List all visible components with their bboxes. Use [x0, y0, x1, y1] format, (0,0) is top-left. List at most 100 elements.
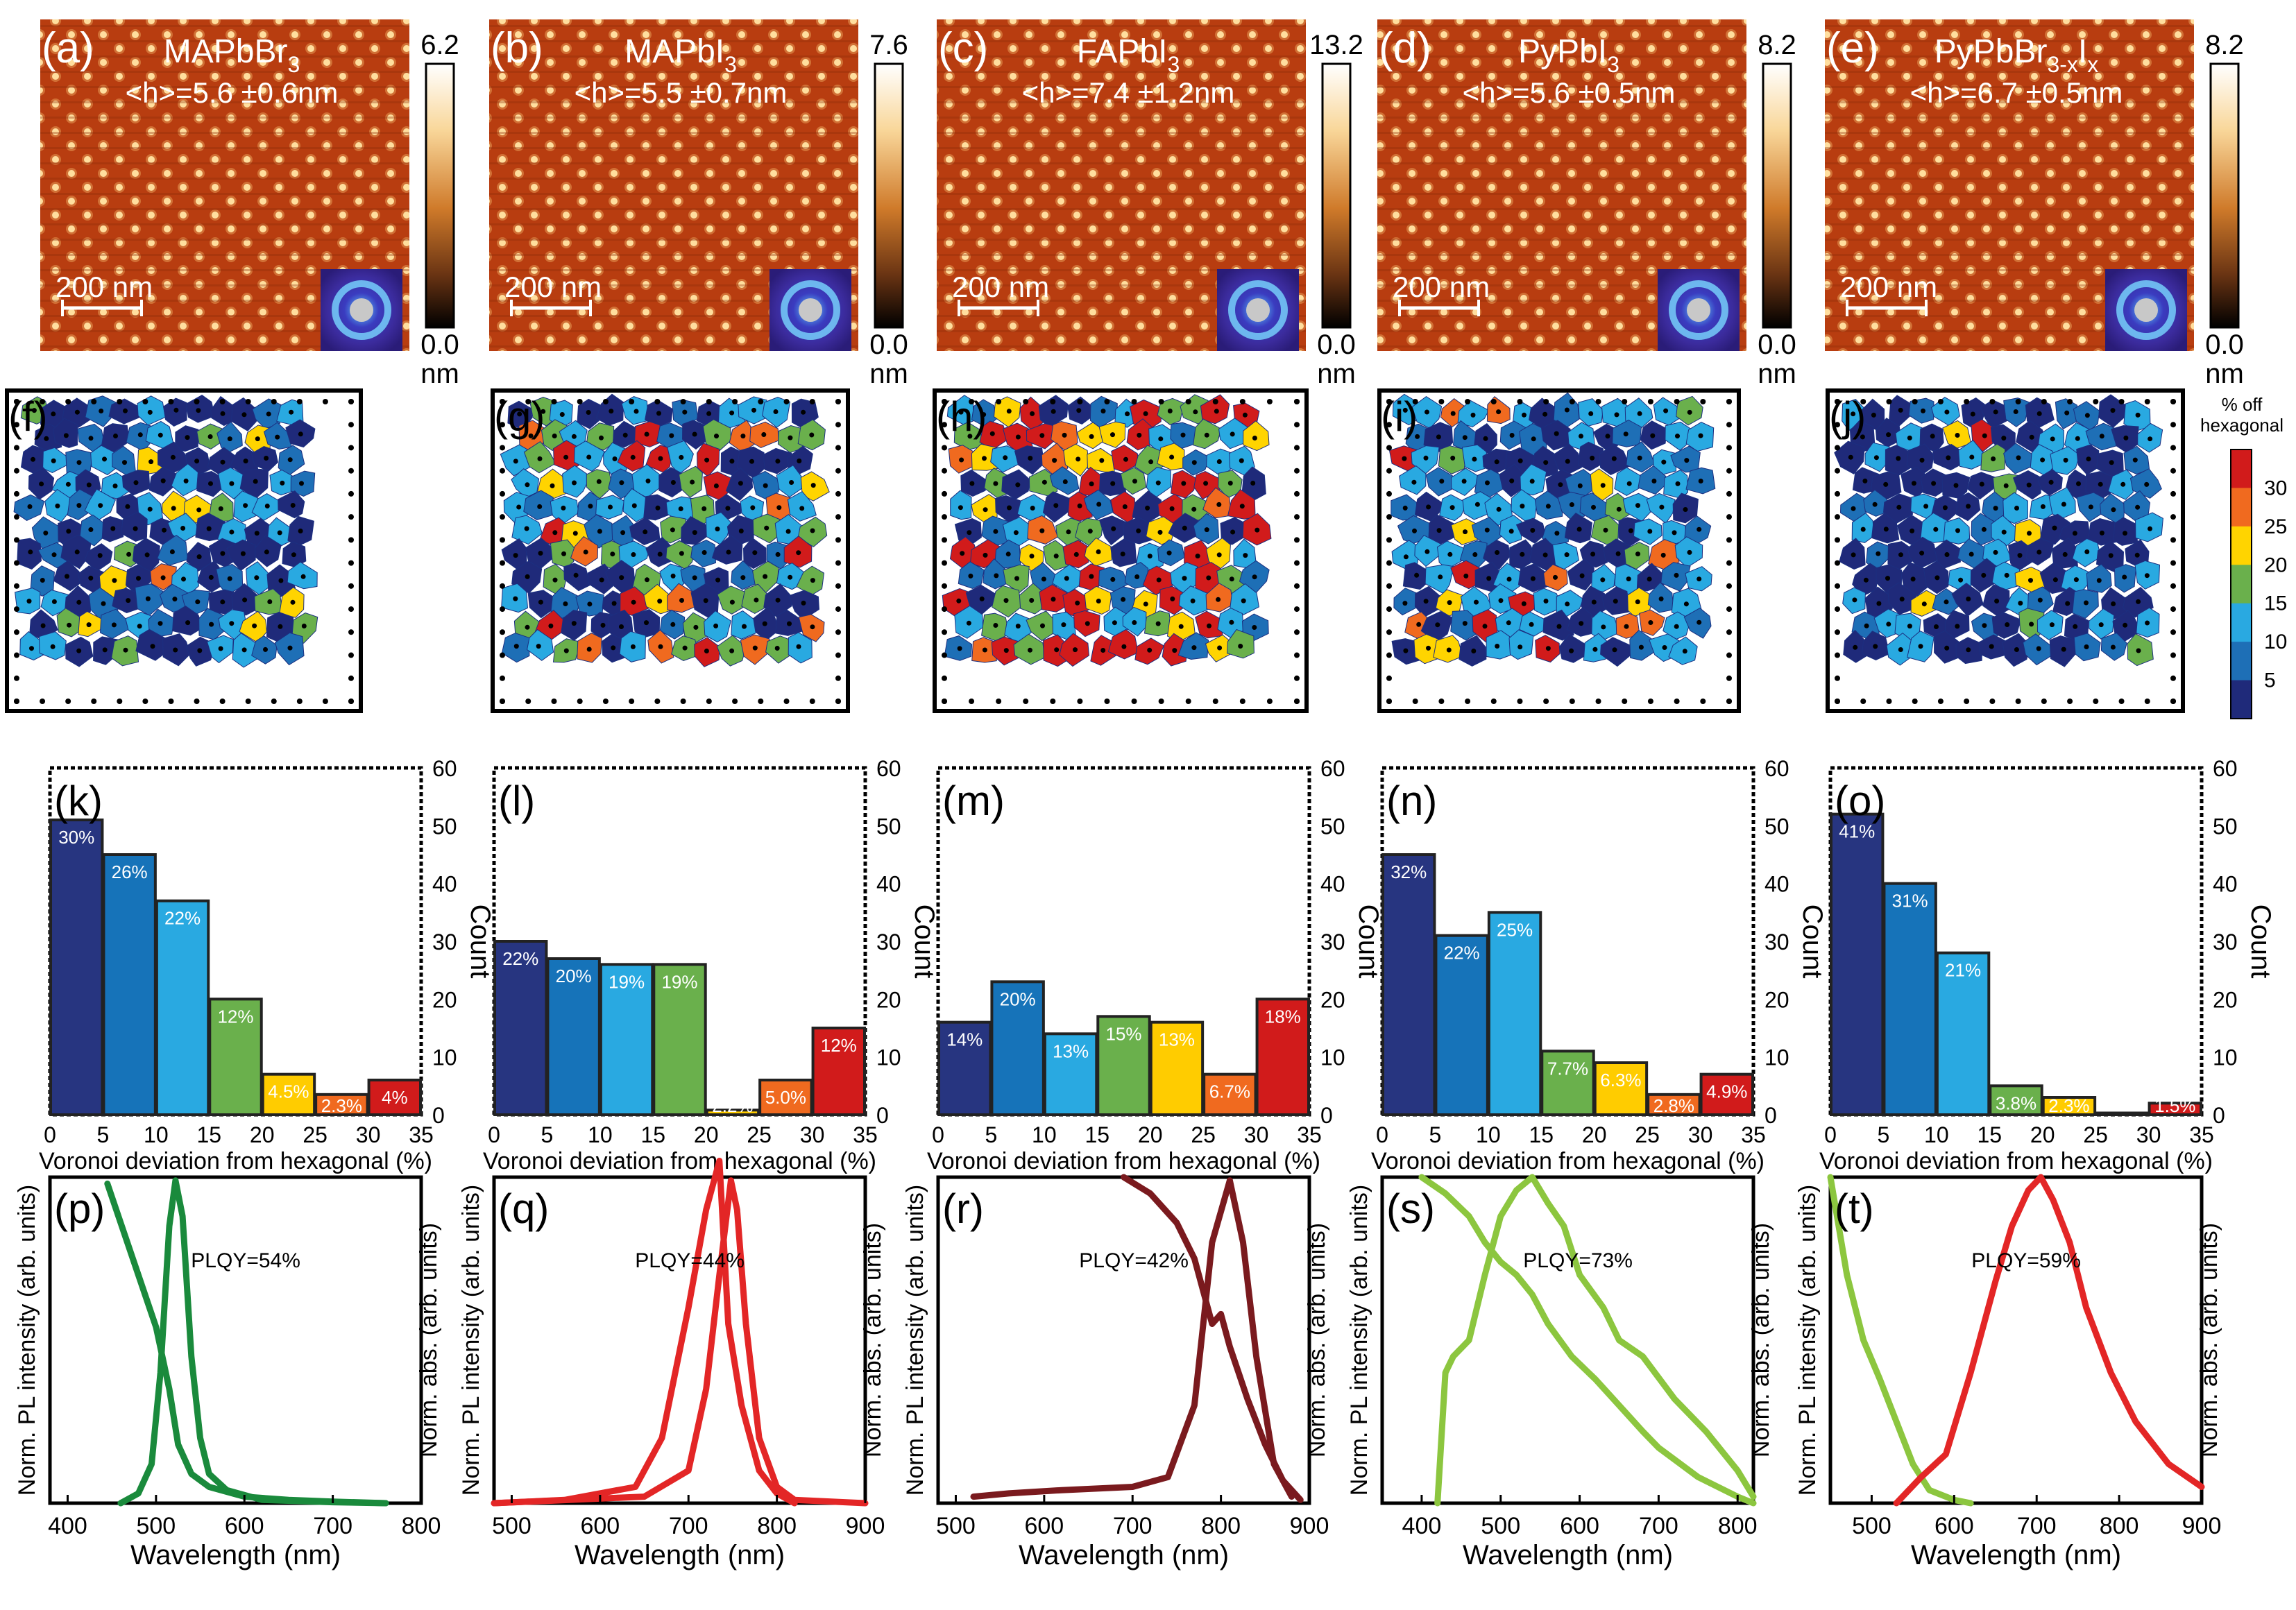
dot-center	[599, 435, 604, 440]
bar	[599, 963, 654, 1117]
dot-center	[1860, 526, 1866, 532]
dot-center	[218, 506, 223, 511]
dot-edge	[14, 606, 19, 613]
dot-center	[763, 574, 768, 579]
dot-edge	[1543, 399, 1549, 404]
colorbar-title: hexagonal	[2200, 415, 2284, 436]
dot-center	[1463, 573, 1469, 579]
y-tick-label: 10	[1764, 1045, 1789, 1070]
dot-center	[101, 601, 106, 606]
spectrum-chart: 400 500 600 700 800 Wavelength (nm) Norm. PL i…	[14, 1175, 442, 1570]
dot-center	[740, 575, 746, 581]
dot-edge	[245, 399, 251, 404]
pl-curve	[117, 1177, 389, 1507]
material-subscript: 3	[287, 52, 300, 77]
x-tick-label: 25	[1191, 1122, 1216, 1147]
dot-center	[775, 459, 781, 464]
dot-center	[31, 408, 37, 413]
dot-center	[2099, 530, 2104, 536]
dot-center	[1096, 599, 1101, 603]
dot-edge	[1104, 699, 1110, 704]
dot-center	[172, 597, 178, 602]
dot-center	[162, 527, 167, 533]
dot-center	[1624, 624, 1629, 629]
dot-center	[1255, 527, 1260, 533]
dot-center	[1907, 624, 1912, 629]
dot-center	[1591, 599, 1597, 605]
colorbar-max: 6.2	[420, 30, 459, 60]
dot-center	[1955, 624, 1960, 629]
x-tick-label: 0	[1824, 1122, 1837, 1147]
dot-center	[27, 504, 33, 509]
dot-center	[1230, 529, 1236, 535]
dot-center	[1611, 456, 1617, 461]
dot-center	[31, 456, 35, 462]
dot-edge	[1050, 399, 1056, 404]
dot-center	[102, 456, 107, 462]
dot-center	[1522, 412, 1527, 418]
dot-edge	[942, 652, 947, 658]
dot-center	[2145, 620, 2150, 626]
x-tick-label: 30	[356, 1122, 381, 1147]
dot-center	[1230, 431, 1235, 437]
dot-center	[1613, 599, 1618, 604]
dot-center	[1204, 527, 1209, 533]
dot-edge	[500, 399, 505, 404]
dot-edge	[1386, 560, 1392, 566]
x-tick-label: 25	[1635, 1122, 1660, 1147]
panel-label: (e)	[1826, 24, 1879, 72]
dot-center	[243, 503, 248, 508]
x-axis-label: Wavelength (nm)	[1019, 1540, 1229, 1570]
dot-center	[561, 551, 566, 556]
dot-center	[229, 481, 235, 486]
dot-edge	[1438, 699, 1445, 704]
dot-center	[1227, 481, 1233, 486]
dot-center	[74, 549, 80, 555]
dot-center	[1506, 620, 1511, 626]
dot-edge	[1835, 560, 1840, 566]
bar	[1381, 853, 1436, 1116]
dot-center	[1934, 575, 1940, 581]
bar	[2041, 1096, 2097, 1116]
dot-center	[1089, 481, 1094, 487]
dot-edge	[1622, 699, 1628, 704]
dot-center	[2036, 549, 2042, 555]
dot-center	[1529, 479, 1535, 484]
voronoi-panel: (f)	[5, 388, 363, 713]
dot-center	[44, 436, 49, 441]
dot-center	[729, 410, 735, 416]
dot-center	[1576, 526, 1582, 532]
dot-center	[1167, 409, 1173, 413]
colorbar-tick: 25	[2264, 515, 2287, 538]
dot-edge	[117, 699, 123, 704]
dot-edge	[783, 699, 790, 704]
dot-center	[1474, 599, 1479, 605]
spectrum-chart: 500 600 700 800 900 Wavelength (nm) Norm. PL i…	[902, 1174, 1330, 1570]
dot-center	[1006, 409, 1012, 414]
dot-edge	[1386, 422, 1392, 428]
dot-center	[670, 573, 676, 579]
dot-center	[701, 506, 707, 511]
dot-center	[764, 525, 769, 531]
dot-center	[266, 411, 271, 417]
dot-center	[145, 596, 151, 601]
dot-center	[2120, 481, 2126, 487]
dot-edge	[1212, 699, 1218, 704]
dot-center	[1530, 528, 1536, 533]
dot-center	[26, 599, 32, 604]
dot-center	[596, 479, 602, 484]
dot-center	[586, 410, 591, 415]
dot-center	[2135, 504, 2141, 510]
dot-center	[196, 408, 201, 413]
dot-center	[1851, 411, 1856, 417]
panel-label: (j)	[1829, 393, 1866, 440]
dot-center	[633, 409, 639, 414]
dot-center	[2123, 622, 2128, 628]
dot-center	[693, 624, 699, 630]
histogram: 41%31%21%3.8% 2.3% 1.5%0 5 10 15 20 25 30 3501020…	[1819, 756, 2276, 1174]
y-axis-label-left: Norm. PL intensity (arb. units)	[1346, 1185, 1372, 1496]
dot-center	[290, 599, 296, 605]
plot-frame	[48, 1175, 423, 1505]
dot-center	[133, 480, 139, 486]
dot-center	[51, 411, 56, 417]
